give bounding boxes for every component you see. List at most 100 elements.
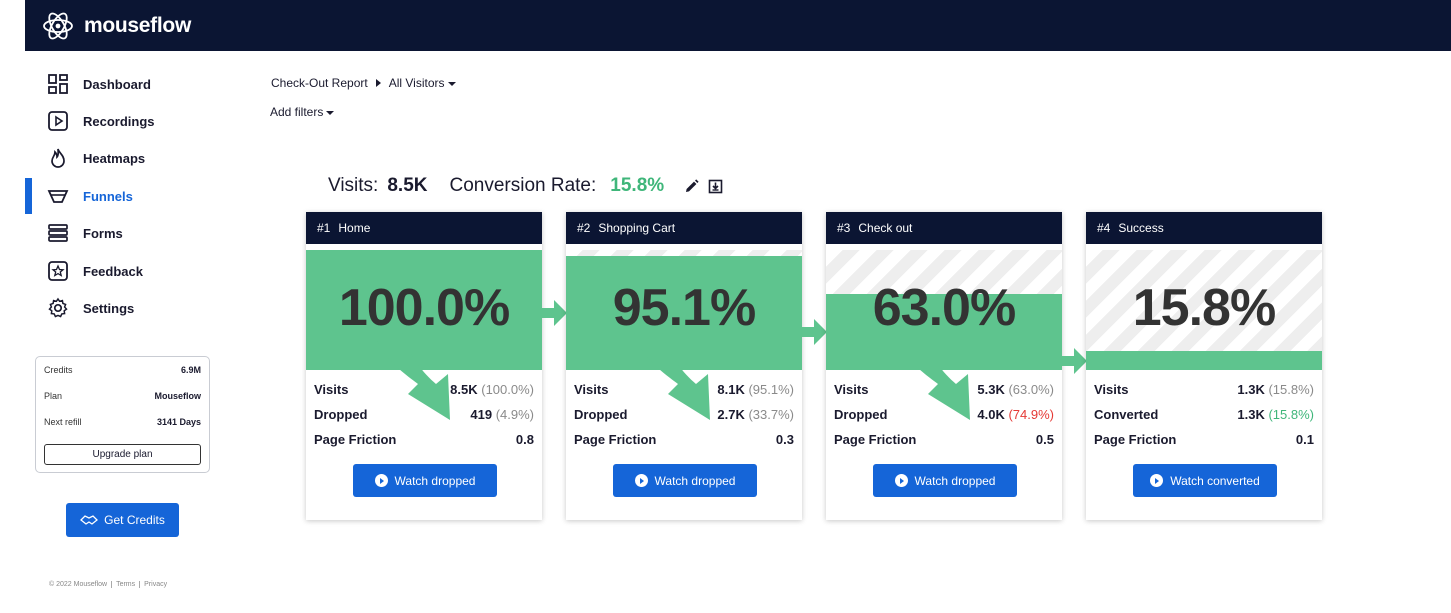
terms-link[interactable]: Terms <box>111 581 135 588</box>
stat-value: 1.3K <box>1237 382 1265 397</box>
stat-value-group: 419 (4.9%) <box>470 407 534 422</box>
stat-value-group: 0.8 <box>516 432 534 447</box>
watch-button[interactable]: Watch converted <box>1133 464 1277 497</box>
step-fill-bar <box>826 294 1062 370</box>
stat-value-group: 1.3K (15.8%) <box>1237 382 1314 397</box>
privacy-link[interactable]: Privacy <box>139 581 167 588</box>
stat-percent: (4.9%) <box>495 407 534 422</box>
stat-value-group: 0.5 <box>1036 432 1054 447</box>
step-number: #4 <box>1097 221 1111 235</box>
credits-row: Credits 6.9M <box>44 365 201 375</box>
refill-value: 3141 Days <box>156 417 201 427</box>
plan-row: Plan Mouseflow <box>44 391 201 401</box>
stat-value: 4.0K <box>977 407 1005 422</box>
stat-percent: (15.8%) <box>1268 407 1314 422</box>
stat-value-group: 0.3 <box>776 432 794 447</box>
stat-label: Page Friction <box>834 432 917 447</box>
download-icon[interactable] <box>708 179 723 194</box>
caret-down-icon <box>326 110 335 115</box>
play-icon <box>48 111 68 131</box>
segment-dropdown[interactable]: All Visitors <box>389 76 456 90</box>
stat-value: 1.3K <box>1237 407 1265 422</box>
sidebar-item-recordings[interactable]: Recordings <box>25 103 225 139</box>
add-filters-dropdown[interactable]: Add filters <box>270 105 335 119</box>
get-credits-label: Get Credits <box>104 513 165 527</box>
watch-button[interactable]: Watch dropped <box>873 464 1017 497</box>
footer: © 2022 Mouseflow Terms Privacy <box>49 581 167 588</box>
sidebar-item-forms[interactable]: Forms <box>25 215 225 251</box>
copyright-text: © 2022 Mouseflow <box>49 581 108 588</box>
step-fill-bar <box>566 256 802 370</box>
stat-value-group: 0.1 <box>1296 432 1314 447</box>
sidebar-item-label: Dashboard <box>83 76 151 92</box>
visits-value: 8.5K <box>387 175 428 196</box>
logo[interactable]: mouseflow <box>42 11 191 41</box>
step-percent: 100.0% <box>338 279 510 337</box>
play-circle-icon <box>894 474 908 487</box>
stat-row: Dropped 4.0K (74.9%) <box>834 407 1054 422</box>
plan-label: Plan <box>44 391 63 401</box>
step-percent: 63.0% <box>872 279 1016 337</box>
funnel-step-card: #3 Check out 63.0% Visits 5.3K (63.0%) Droppe… <box>826 212 1062 520</box>
watch-button-label: Watch dropped <box>914 473 996 488</box>
get-credits-button[interactable]: Get Credits <box>66 503 179 537</box>
mouseflow-logo-icon <box>43 12 73 40</box>
pencil-icon[interactable] <box>684 178 699 194</box>
flame-icon <box>51 148 65 168</box>
breadcrumb: Check-Out Report All Visitors <box>271 76 456 90</box>
step-connector-arrow-icon <box>802 317 828 347</box>
summary-tools <box>684 178 723 194</box>
step-title: Home <box>338 221 371 235</box>
step-connector-arrow-icon <box>542 298 568 328</box>
step-fill-bar <box>306 250 542 370</box>
step-number: #3 <box>837 221 851 235</box>
sidebar-item-heatmaps[interactable]: Heatmaps <box>25 140 225 176</box>
chevron-right-icon <box>375 79 381 87</box>
stat-percent: (95.1%) <box>748 382 794 397</box>
funnel-icon <box>47 190 69 203</box>
refill-row: Next refill 3141 Days <box>44 417 201 427</box>
stat-row: Dropped 419 (4.9%) <box>314 407 534 422</box>
breadcrumb-report[interactable]: Check-Out Report <box>271 76 368 90</box>
step-header: #1 Home <box>306 212 542 244</box>
caret-down-icon <box>447 81 456 86</box>
dashboard-icon <box>48 74 68 94</box>
stat-percent: (33.7%) <box>748 407 794 422</box>
stat-row: Visits 5.3K (63.0%) <box>834 382 1054 397</box>
stat-value-group: 4.0K (74.9%) <box>977 407 1054 422</box>
stat-row: Page Friction 0.8 <box>314 432 534 447</box>
handshake-icon <box>80 515 99 525</box>
stat-label: Dropped <box>834 407 888 422</box>
stat-label: Visits <box>1094 382 1129 397</box>
sidebar-item-dashboard[interactable]: Dashboard <box>25 66 225 102</box>
sidebar-item-label: Heatmaps <box>83 150 146 166</box>
plan-value: Mouseflow <box>154 391 202 401</box>
conversion-rate-label: Conversion Rate: <box>449 175 597 196</box>
step-chart: 100.0% <box>306 250 542 370</box>
dropoff-arrow-icon <box>634 332 710 420</box>
sidebar-item-feedback[interactable]: Feedback <box>25 253 225 289</box>
stat-label: Visits <box>834 382 869 397</box>
step-chart: 63.0% <box>826 250 1062 370</box>
watch-button-label: Watch converted <box>1170 473 1260 488</box>
stat-label: Visits <box>314 382 349 397</box>
visits-label: Visits: <box>328 175 379 196</box>
watch-button[interactable]: Watch dropped <box>353 464 497 497</box>
sidebar-item-label: Feedback <box>83 263 143 279</box>
gear-icon <box>48 297 68 318</box>
sidebar-item-funnels[interactable]: Funnels <box>25 178 225 214</box>
stat-row: Visits 1.3K (15.8%) <box>1094 382 1314 397</box>
stat-label: Page Friction <box>574 432 657 447</box>
sidebar-item-label: Recordings <box>83 113 155 129</box>
stat-label: Dropped <box>574 407 628 422</box>
step-fill-bar <box>1086 351 1322 370</box>
step-percent: 95.1% <box>612 279 756 337</box>
stat-percent: (100.0%) <box>481 382 534 397</box>
sidebar-item-settings[interactable]: Settings <box>25 290 225 326</box>
stat-label: Page Friction <box>314 432 397 447</box>
segment-label: All Visitors <box>388 76 445 90</box>
play-circle-icon <box>634 474 648 487</box>
upgrade-plan-button[interactable]: Upgrade plan <box>44 444 201 465</box>
watch-button[interactable]: Watch dropped <box>613 464 757 497</box>
